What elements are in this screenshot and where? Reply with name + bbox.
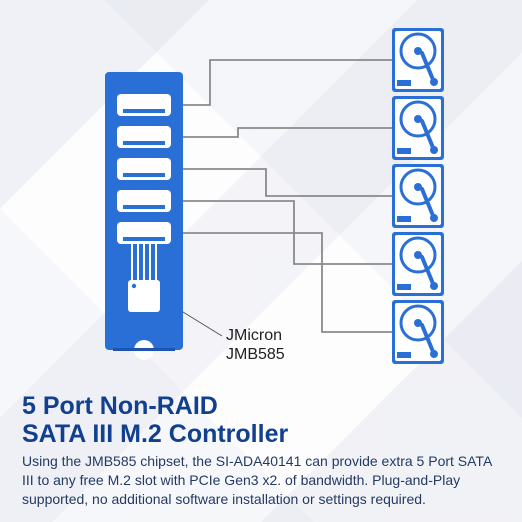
- drive-connector: [397, 352, 411, 358]
- sata-port-key: [123, 141, 165, 145]
- title-line2: SATA III M.2 Controller: [22, 420, 288, 448]
- connection-line: [183, 128, 392, 137]
- hard-drive-icon: [392, 164, 444, 228]
- sata-port-key: [123, 109, 165, 113]
- drive-connector: [397, 216, 411, 222]
- sata-port-key: [123, 173, 165, 177]
- drive-connector: [397, 284, 411, 290]
- drive-connector: [397, 80, 411, 86]
- product-title: 5 Port Non-RAID SATA III M.2 Controller: [22, 392, 288, 448]
- chip-label-line1: JMicron: [226, 326, 285, 345]
- drive-arm-pivot: [430, 146, 438, 154]
- m2-card: [105, 72, 183, 360]
- connection-line: [183, 169, 392, 196]
- drive-arm-pivot: [430, 214, 438, 222]
- hard-drive-icon: [392, 232, 444, 296]
- hard-drive-icon: [392, 96, 444, 160]
- connection-line: [183, 60, 392, 105]
- drive-connector: [397, 148, 411, 154]
- m2-edge-connector: [113, 348, 175, 351]
- drive-arm-pivot: [430, 78, 438, 86]
- hard-drive-icon: [392, 300, 444, 364]
- drive-arm-pivot: [430, 282, 438, 290]
- chip-label: JMicron JMB585: [226, 326, 285, 364]
- chip-label-line2: JMB585: [226, 345, 285, 364]
- sata-port-key: [123, 237, 165, 241]
- drive-arm-pivot: [430, 350, 438, 358]
- sata-port-key: [123, 205, 165, 209]
- hard-drive-icon: [392, 28, 444, 92]
- title-line1: 5 Port Non-RAID: [22, 392, 288, 420]
- chip-pin1-dot: [132, 284, 136, 288]
- product-description: Using the JMB585 chipset, the SI-ADA4014…: [22, 452, 500, 509]
- connection-line: [183, 233, 392, 332]
